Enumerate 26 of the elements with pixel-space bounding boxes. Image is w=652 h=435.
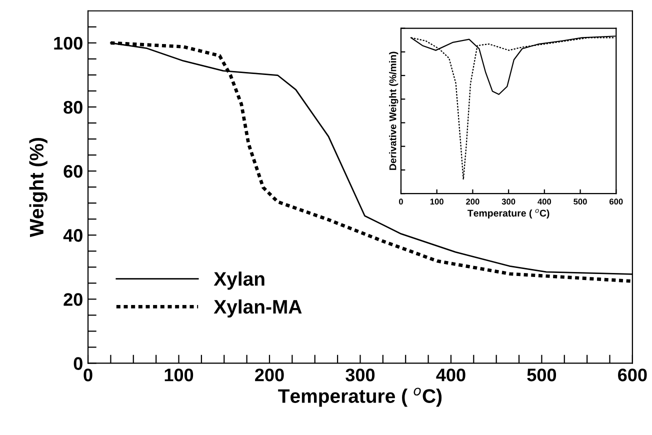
x-axis-title: Temperature ( $^{o}$C) xyxy=(278,388,442,407)
y-tick-label: 100 xyxy=(54,36,82,50)
legend-label: Xylan xyxy=(214,272,264,290)
x-tick-label: 0 xyxy=(84,368,92,382)
x-tick-label: 500 xyxy=(527,368,556,382)
x-tick-label: 600 xyxy=(618,368,647,382)
y-tick-label: 60 xyxy=(64,164,82,178)
y-axis-title: Weight (%) xyxy=(29,138,48,238)
y-tick-label: 40 xyxy=(63,229,82,242)
x-tick-label: 200 xyxy=(255,368,284,382)
y-axis-title: Derivative Weight (%/min) xyxy=(389,52,398,170)
y-tick-label: 0 xyxy=(74,357,82,370)
x-tick-label: 200 xyxy=(466,198,480,205)
legend-label: Xylan-MA xyxy=(214,299,302,318)
x-axis-title: Temperature ( $^{o}$C) xyxy=(467,208,550,219)
x-tick-label: 0 xyxy=(398,198,403,205)
x-tick-label: 400 xyxy=(538,198,552,205)
x-tick-label: 100 xyxy=(164,368,194,382)
x-tick-label: 600 xyxy=(609,198,623,205)
x-tick-label: 500 xyxy=(574,198,587,205)
x-tick-label: 400 xyxy=(436,368,466,382)
y-tick-label: 20 xyxy=(64,293,82,306)
x-tick-label: 100 xyxy=(430,198,444,205)
y-tick-label: 80 xyxy=(64,100,82,114)
x-tick-label: 300 xyxy=(502,198,516,205)
x-tick-label: 300 xyxy=(346,368,375,382)
